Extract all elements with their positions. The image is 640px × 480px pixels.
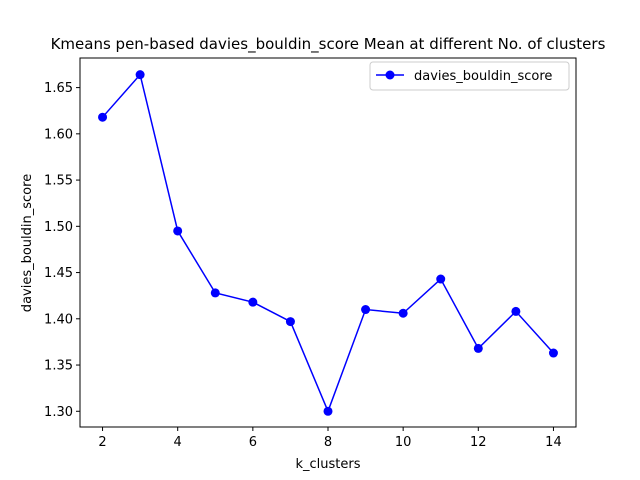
x-tick-label: 12 xyxy=(470,435,487,450)
y-tick-label: 1.50 xyxy=(44,220,73,235)
data-point xyxy=(361,305,371,315)
x-tick-label: 8 xyxy=(324,435,332,450)
data-point xyxy=(135,70,145,80)
legend-marker-swatch xyxy=(385,70,395,80)
data-point xyxy=(473,343,483,353)
data-point xyxy=(173,226,183,236)
y-axis-label: davies_bouldin_score xyxy=(20,174,35,312)
data-point xyxy=(398,308,408,318)
y-tick-label: 1.65 xyxy=(44,81,73,96)
x-tick-label: 6 xyxy=(249,435,257,450)
x-tick-label: 2 xyxy=(98,435,106,450)
data-point xyxy=(285,317,295,327)
y-tick-label: 1.60 xyxy=(44,127,73,142)
y-tick-label: 1.30 xyxy=(44,405,73,420)
legend-box xyxy=(369,61,570,91)
chart-title: Kmeans pen-based davies_bouldin_score Me… xyxy=(51,35,606,54)
x-tick-label: 4 xyxy=(174,435,182,450)
data-point xyxy=(436,274,446,284)
legend-entry-davies-bouldin-score: davies_bouldin_score xyxy=(414,69,552,84)
data-point xyxy=(548,348,558,358)
y-tick-label: 1.55 xyxy=(44,174,73,189)
series-line xyxy=(101,73,555,414)
y-tick-label: 1.35 xyxy=(44,359,73,374)
data-point xyxy=(511,306,521,316)
data-point xyxy=(210,288,220,298)
x-axis: 2 4 6 8 10 12 14 xyxy=(98,427,562,450)
y-tick-label: 1.45 xyxy=(44,266,73,281)
data-point xyxy=(323,406,333,416)
data-point xyxy=(248,297,258,307)
y-tick-label: 1.40 xyxy=(44,312,73,327)
data-point xyxy=(98,112,108,122)
legend: davies_bouldin_score xyxy=(369,61,570,91)
x-tick-label: 10 xyxy=(395,435,412,450)
x-tick-label: 14 xyxy=(545,435,562,450)
plot-area xyxy=(79,57,577,428)
x-axis-label: k_clusters xyxy=(295,457,360,472)
y-axis: 1.30 1.35 1.40 1.45 1.50 1.55 1.60 1.65 xyxy=(44,81,80,420)
plot-frame xyxy=(79,57,577,428)
